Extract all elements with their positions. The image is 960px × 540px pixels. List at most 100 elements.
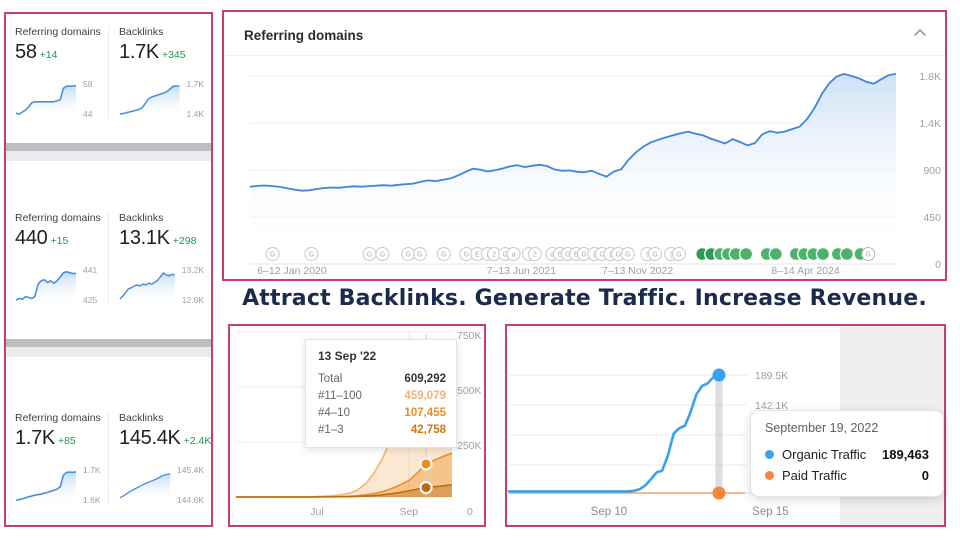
metric-value: 145.4K (119, 427, 181, 449)
referring-domains-chart[interactable]: 1.8K 1.4K 900 450 0 6–12 Jan 2020 7–13 Jun 202… (230, 60, 945, 278)
sparkline-chart (15, 471, 77, 506)
sparkline-chart (119, 473, 171, 503)
backlinks-metric: Backlinks 1.7K +345 1.7K 1.4K (108, 26, 204, 120)
svg-text:750K: 750K (457, 330, 482, 342)
svg-text:500K: 500K (457, 385, 482, 397)
metric-value: 1.7K (15, 427, 55, 449)
spark-max-label: 58 (83, 79, 93, 89)
spark-max-label: 1.7K (186, 79, 205, 89)
svg-text:7–13 Jun 2021: 7–13 Jun 2021 (487, 265, 557, 277)
spark-max-label: 145.4K (177, 465, 204, 475)
panel-title: Referring domains (244, 28, 364, 43)
tooltip-date: 13 Sep '22 (318, 349, 377, 363)
referring-domains-metric: Referring domains 440 +15 441 425 (15, 212, 108, 306)
row-value: 0 (921, 468, 929, 483)
metric-value: 58 (15, 41, 37, 63)
tooltip-row: #4–10 107,455 (318, 405, 446, 422)
headline: Attract Backlinks. Generate Traffic. Inc… (242, 286, 927, 311)
spark-min-label: 144.6K (177, 494, 204, 505)
sparkline-chart (119, 272, 175, 305)
metric-delta: +2.4K (183, 435, 212, 447)
keywords-panel: 750K 500K 250K Jul Sep 0 13 Sep '22 Total 609… (228, 324, 486, 527)
tooltip-row: #1–3 42,758 (318, 422, 446, 439)
svg-text:2: 2 (492, 252, 496, 259)
spark-min-label: 425 (83, 294, 98, 305)
spark-min-label: 44 (83, 108, 93, 119)
metric-label: Referring domains (15, 212, 101, 224)
svg-text:G: G (676, 252, 681, 259)
metric-label: Backlinks (119, 412, 164, 424)
traffic-panel: 189.5K 142.1K Sep 10 Sep 15 September 19, 2… (505, 324, 946, 527)
separator (6, 347, 211, 357)
svg-text:142.1K: 142.1K (755, 400, 788, 412)
metric-value: 13.1K (119, 227, 170, 249)
backlinks-metric: Backlinks 145.4K +2.4K 145.4K 144.6K (108, 412, 211, 506)
svg-text:G: G (865, 252, 870, 259)
svg-text:G: G (652, 252, 657, 259)
svg-text:1.4K: 1.4K (919, 118, 941, 130)
row-label: #1–3 (318, 424, 344, 436)
svg-text:E: E (475, 252, 480, 259)
svg-text:G: G (309, 252, 314, 259)
backlinks-metric: Backlinks 13.1K +298 13.2K 12.9K (108, 212, 204, 306)
svg-text:G: G (464, 252, 469, 259)
metrics-card-2: Referring domains 440 +15 441 425 Backlink… (6, 200, 211, 306)
row-value: 189,463 (882, 447, 929, 462)
chevron-up-icon[interactable] (913, 28, 927, 38)
row-value: 459,079 (404, 390, 446, 402)
svg-text:G: G (406, 252, 411, 259)
svg-text:G: G (502, 252, 507, 259)
row-label: #4–10 (318, 407, 350, 419)
panel-header: Referring domains (224, 12, 945, 56)
svg-text:G: G (565, 252, 570, 259)
svg-text:(: ( (609, 252, 612, 259)
svg-text:Jul: Jul (310, 506, 323, 518)
metric-value: 1.7K (119, 41, 159, 63)
paid-dot-icon (765, 471, 774, 480)
svg-text:0: 0 (467, 506, 473, 518)
row-label: Organic Traffic (782, 447, 867, 462)
svg-text:G: G (270, 252, 275, 259)
svg-text:0: 0 (935, 259, 941, 271)
spark-min-label: 1.4K (186, 108, 205, 119)
row-value: 42,758 (410, 424, 446, 436)
row-label: #11–100 (318, 390, 362, 402)
svg-text:250K: 250K (457, 440, 482, 452)
metric-delta: +15 (50, 235, 69, 247)
svg-text:189.5K: 189.5K (755, 370, 788, 382)
svg-text:7–13 Nov 2022: 7–13 Nov 2022 (602, 265, 673, 277)
svg-text:(: ( (646, 252, 649, 259)
svg-text:(: ( (593, 252, 596, 259)
separator (6, 339, 211, 347)
tooltip-row: Total 609,292 (318, 371, 446, 388)
keywords-tooltip: 13 Sep '22 Total 609,292 #11–100 459,079… (305, 339, 457, 448)
row-label: Paid Traffic (782, 468, 847, 483)
organic-dot-icon (765, 450, 774, 459)
referring-domains-metric: Referring domains 1.7K +85 1.7K 1.6K (15, 412, 108, 506)
tooltip-date: September 19, 2022 (765, 421, 879, 435)
svg-text:2: 2 (533, 252, 537, 259)
row-value: 107,455 (404, 407, 446, 419)
svg-text:E: E (558, 252, 563, 259)
separator (6, 151, 211, 161)
referring-domains-metric: Referring domains 58 +14 58 44 (15, 26, 108, 120)
metrics-panel: Referring domains 58 +14 58 44 Backlinks 1… (4, 12, 213, 527)
metric-delta: +298 (172, 235, 197, 247)
svg-text:G: G (625, 252, 630, 259)
svg-text:G: G (599, 252, 604, 259)
metric-delta: +85 (57, 435, 76, 447)
metrics-card-3: Referring domains 1.7K +85 1.7K 1.6K Backl… (6, 400, 211, 506)
tooltip-row: #11–100 459,079 (318, 388, 446, 405)
metric-label: Backlinks (119, 26, 164, 38)
separator (6, 143, 211, 151)
svg-text:G: G (380, 252, 385, 259)
sparkline-chart (119, 85, 180, 120)
svg-text:Sep: Sep (399, 506, 418, 518)
row-label: Total (318, 373, 343, 385)
svg-text:G: G (615, 252, 620, 259)
row-value: 609,292 (404, 373, 446, 385)
svg-text:a: a (550, 252, 554, 259)
tooltip-row-paid: Paid Traffic 0 (765, 465, 929, 486)
svg-text:8–14 Apr 2024: 8–14 Apr 2024 (771, 265, 839, 277)
